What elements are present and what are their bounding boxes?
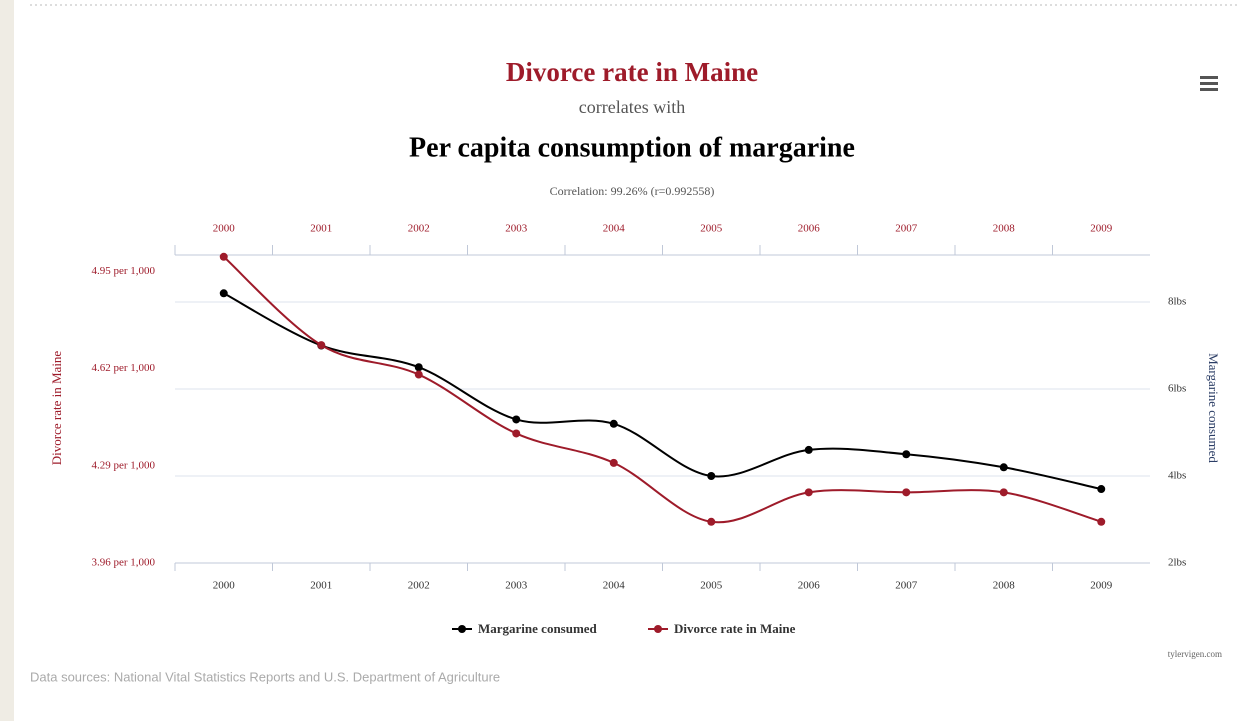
- x-tick-label-top: 2002: [408, 223, 430, 235]
- line: [223, 256, 1102, 524]
- legend-label: Margarine consumed: [478, 621, 598, 636]
- point: [609, 458, 618, 467]
- x-tick-label-top: 2009: [1090, 223, 1113, 235]
- y2-tick-label: 8lbs: [1168, 296, 1186, 308]
- point: [707, 471, 716, 480]
- x-tick-label: 2009: [1090, 580, 1113, 592]
- point: [999, 488, 1008, 497]
- menu-bar: [1200, 82, 1218, 85]
- point: [804, 445, 813, 454]
- x-tick-label-top: 2003: [505, 223, 528, 235]
- x-tick-label: 2004: [603, 580, 626, 592]
- y-tick-label: 4.62 per 1,000: [91, 362, 155, 374]
- point: [414, 370, 423, 379]
- menu-bar: [1200, 88, 1218, 91]
- point: [219, 252, 228, 261]
- y-tick-label: 3.96 per 1,000: [91, 557, 155, 569]
- correlation: Correlation: 99.26% (r=0.992558): [550, 184, 715, 198]
- point: [1097, 485, 1106, 494]
- x-tick-label-top: 2006: [798, 223, 821, 235]
- y2-tick-label: 6lbs: [1168, 383, 1186, 395]
- y-axis-label: Divorce rate in Maine: [49, 351, 64, 466]
- menu-button[interactable]: [1196, 72, 1220, 96]
- y2-tick-label: 4lbs: [1168, 470, 1186, 482]
- chart-title: Divorce rate in Maine: [506, 57, 758, 87]
- y2-axis-label: Margarine consumed: [1206, 353, 1221, 463]
- line: [223, 292, 1102, 491]
- x-tick-label: 2006: [798, 580, 821, 592]
- source: Data sources: National Vital Statistics …: [30, 669, 500, 684]
- x-tick-label: 2000: [213, 580, 236, 592]
- x-tick-label-top: 2000: [213, 223, 236, 235]
- point: [707, 517, 716, 526]
- x-tick-label-top: 2001: [310, 223, 332, 235]
- point: [512, 429, 521, 438]
- subtitle: correlates with: [579, 97, 685, 117]
- point: [609, 419, 618, 428]
- point: [414, 363, 423, 372]
- point: [804, 488, 813, 497]
- menu-bar: [1200, 76, 1218, 79]
- x-tick-label: 2008: [993, 580, 1016, 592]
- y-tick-label: 4.95 per 1,000: [91, 265, 155, 277]
- legend-label: Divorce rate in Maine: [674, 621, 796, 636]
- card: [14, 0, 1255, 721]
- point: [512, 415, 521, 424]
- point: [317, 341, 326, 350]
- x-tick-label-top: 2008: [993, 223, 1016, 235]
- legend-marker: [654, 625, 662, 633]
- chart-title-2: Per capita consumption of margarine: [409, 132, 855, 163]
- point: [1097, 517, 1106, 526]
- point: [902, 488, 911, 497]
- point: [999, 463, 1008, 472]
- point: [219, 289, 228, 298]
- x-tick-label: 2007: [895, 580, 918, 592]
- y-tick-label: 4.29 per 1,000: [91, 459, 155, 471]
- x-tick-label: 2003: [505, 580, 528, 592]
- x-tick-label-top: 2004: [603, 223, 626, 235]
- legend-marker: [458, 625, 466, 633]
- x-tick-label: 2002: [408, 580, 430, 592]
- y2-tick-label: 2lbs: [1168, 557, 1186, 569]
- point: [902, 450, 911, 459]
- credit: tylervigen.com: [1168, 649, 1222, 659]
- x-tick-label: 2005: [700, 580, 723, 592]
- x-tick-label-top: 2007: [895, 223, 918, 235]
- x-tick-label-top: 2005: [700, 223, 723, 235]
- x-tick-label: 2001: [310, 580, 332, 592]
